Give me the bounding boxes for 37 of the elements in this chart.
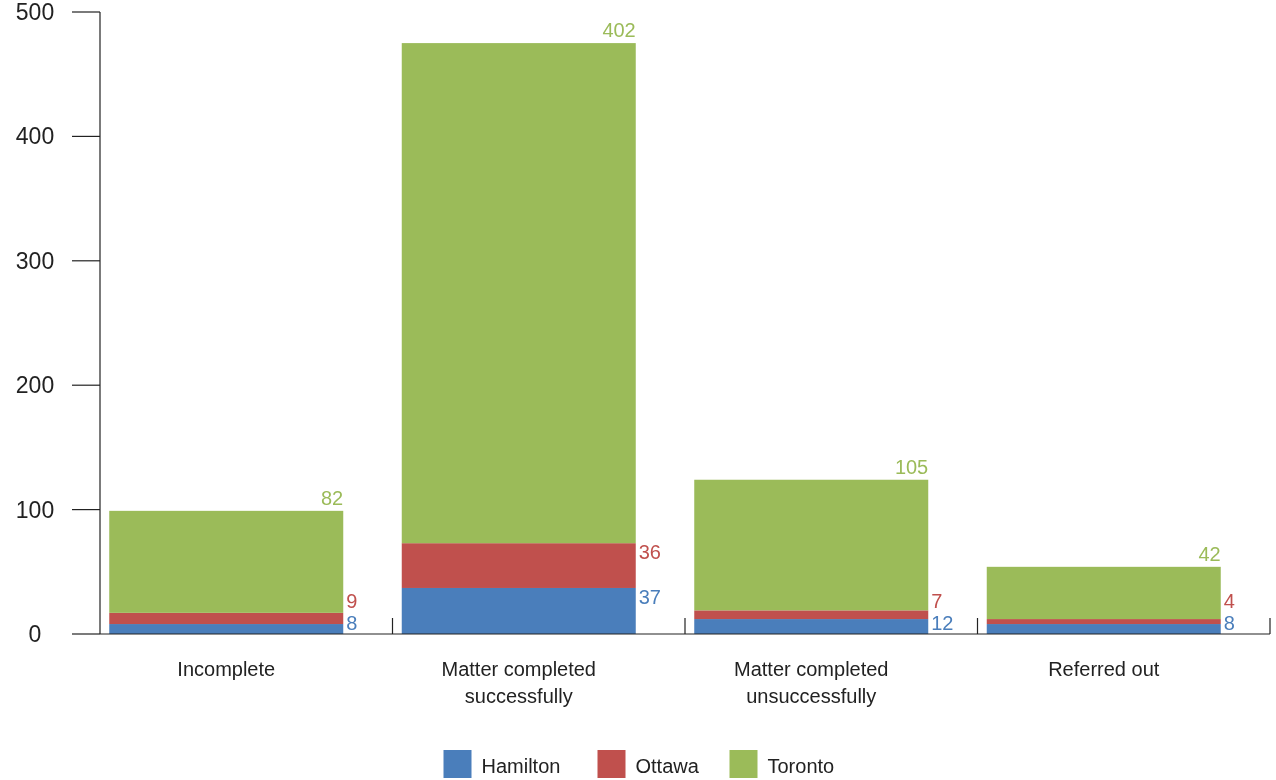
bar: [986, 619, 1221, 625]
data-label: 7: [931, 590, 943, 612]
y-tick-label: 400: [15, 123, 55, 150]
bar: [401, 43, 636, 544]
y-tick-label: 200: [15, 372, 55, 399]
legend-label: Hamilton: [481, 755, 561, 777]
y-tick-label: 300: [15, 247, 55, 274]
bar: [109, 612, 344, 625]
data-label: 4: [1223, 590, 1235, 612]
y-tick-label: 500: [15, 0, 55, 25]
bar: [694, 610, 929, 620]
bar: [986, 566, 1221, 620]
bar: [401, 587, 636, 634]
bar: [694, 479, 929, 611]
data-label: 9: [346, 590, 358, 612]
x-tick-label: Referred out: [1048, 658, 1160, 680]
legend-label: Toronto: [767, 755, 835, 777]
data-label: 12: [931, 612, 954, 634]
bar: [694, 619, 929, 634]
y-tick-label: 100: [15, 496, 55, 523]
data-label: 36: [638, 541, 661, 564]
x-tick-label: Matter completed unsuccessfully: [733, 658, 889, 707]
data-label: 105: [894, 455, 929, 478]
data-label: 42: [1198, 542, 1221, 565]
x-tick-label: Matter completed successfully: [441, 658, 597, 707]
bar: [986, 624, 1221, 634]
data-label: 37: [638, 585, 661, 608]
bar: [401, 543, 636, 588]
legend-label: Ottawa: [635, 755, 700, 777]
x-tick-label: Incomplete: [177, 658, 276, 680]
y-tick-label: 0: [28, 621, 42, 647]
data-label: 82: [321, 486, 344, 509]
bar: [109, 624, 344, 634]
bar: [109, 510, 344, 613]
data-label: 8: [346, 612, 358, 634]
data-label: 8: [1223, 612, 1235, 634]
data-label: 402: [602, 19, 636, 42]
